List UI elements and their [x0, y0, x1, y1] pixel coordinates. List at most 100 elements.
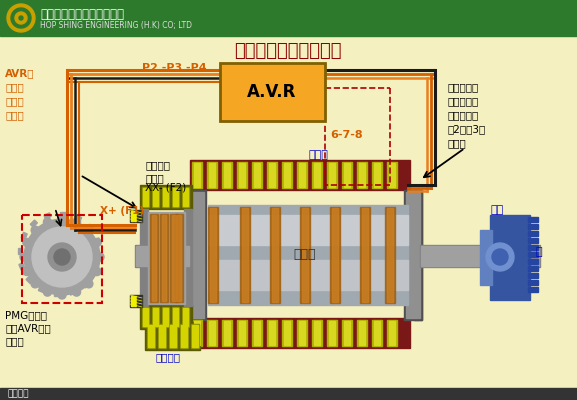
Bar	[389, 321, 395, 345]
Text: 内部培训: 内部培训	[8, 390, 29, 398]
Bar	[528, 273, 538, 278]
Bar	[252, 320, 262, 346]
Bar	[267, 320, 277, 346]
Bar	[297, 162, 307, 188]
Bar	[190, 192, 204, 318]
Bar	[136, 246, 189, 266]
Bar	[194, 163, 200, 187]
Bar	[148, 212, 185, 304]
Bar	[362, 208, 368, 302]
Bar	[314, 321, 320, 345]
Bar	[131, 296, 133, 306]
Circle shape	[19, 16, 23, 20]
Bar	[190, 318, 410, 348]
Text: 整流模块: 整流模块	[155, 352, 180, 362]
Bar	[270, 207, 280, 303]
Bar	[237, 162, 247, 188]
Bar	[145, 322, 200, 350]
Circle shape	[24, 219, 100, 295]
Bar	[208, 260, 408, 290]
Bar	[194, 321, 200, 345]
Bar	[142, 307, 149, 327]
Bar	[387, 320, 397, 346]
Bar	[183, 188, 188, 206]
Bar	[192, 325, 198, 347]
Bar	[162, 187, 169, 207]
Bar	[0, 0, 577, 36]
Text: P2 -P3 -P4: P2 -P3 -P4	[142, 63, 207, 73]
Bar	[357, 320, 367, 346]
Bar	[0, 388, 577, 400]
Bar	[284, 321, 290, 345]
Bar	[140, 209, 148, 306]
Circle shape	[93, 268, 101, 276]
Circle shape	[486, 243, 514, 271]
Bar	[357, 162, 367, 188]
Circle shape	[73, 218, 81, 226]
Bar	[359, 163, 365, 187]
Bar	[342, 320, 352, 346]
Bar	[39, 287, 46, 293]
Circle shape	[15, 12, 27, 24]
Bar	[387, 208, 393, 302]
Bar	[490, 215, 530, 300]
Bar	[152, 215, 156, 301]
Bar	[208, 207, 218, 303]
Bar	[26, 277, 33, 284]
Bar	[360, 207, 370, 303]
Bar	[183, 308, 188, 326]
Bar	[528, 224, 538, 229]
Text: 轴承: 轴承	[490, 205, 504, 215]
Bar	[239, 321, 245, 345]
Bar	[169, 324, 177, 348]
Bar	[414, 190, 422, 320]
Bar	[163, 308, 168, 326]
Bar	[374, 321, 380, 345]
Text: 主定子: 主定子	[308, 150, 328, 160]
Bar	[528, 287, 538, 292]
Text: X+ (F1): X+ (F1)	[100, 206, 144, 216]
Text: AVR输
出直流
电给励
磁定子: AVR输 出直流 电给励 磁定子	[5, 68, 35, 120]
Bar	[150, 214, 158, 302]
Bar	[528, 259, 538, 264]
Bar	[254, 321, 260, 345]
Bar	[299, 163, 305, 187]
Text: PMG提供电
源给AVR（安
装时）: PMG提供电 源给AVR（安 装时）	[5, 310, 51, 346]
Bar	[209, 163, 215, 187]
Circle shape	[7, 4, 35, 32]
Bar	[210, 208, 216, 302]
Bar	[175, 214, 183, 302]
Text: HOP SHING ENGINEERING (H.K) CO; LTD: HOP SHING ENGINEERING (H.K) CO; LTD	[40, 21, 192, 30]
Bar	[135, 245, 190, 267]
Circle shape	[23, 238, 31, 246]
Bar	[19, 263, 25, 270]
Bar	[160, 214, 168, 302]
Bar	[181, 325, 187, 347]
Bar	[327, 162, 337, 188]
Bar	[148, 325, 154, 347]
Circle shape	[85, 226, 93, 234]
Bar	[207, 320, 217, 346]
Bar	[272, 208, 278, 302]
Bar	[153, 308, 158, 326]
Bar	[239, 163, 245, 187]
Bar	[528, 245, 538, 250]
Text: XX- (F2): XX- (F2)	[145, 183, 186, 193]
Bar	[182, 187, 189, 207]
Bar	[344, 321, 350, 345]
Bar	[404, 190, 422, 320]
Circle shape	[23, 268, 31, 276]
Bar	[31, 220, 38, 227]
Text: 励磁转子
和定子: 励磁转子 和定子	[145, 160, 170, 183]
Bar	[420, 245, 540, 267]
Bar	[269, 163, 275, 187]
Bar	[302, 208, 308, 302]
Bar	[170, 214, 178, 302]
Bar	[95, 238, 101, 245]
Bar	[172, 307, 179, 327]
Circle shape	[58, 291, 66, 299]
Bar	[172, 215, 176, 301]
Bar	[207, 162, 217, 188]
Bar	[137, 296, 139, 306]
Bar	[224, 163, 230, 187]
